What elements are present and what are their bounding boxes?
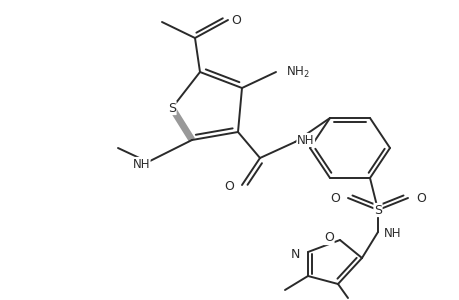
Text: O: O (224, 181, 234, 194)
Text: O: O (230, 14, 241, 26)
Text: N: N (290, 248, 299, 260)
Text: S: S (373, 203, 381, 217)
Text: O: O (330, 191, 339, 205)
Text: NH: NH (383, 227, 401, 241)
Text: O: O (415, 191, 425, 205)
Text: NH: NH (132, 158, 150, 170)
Text: NH$_2$: NH$_2$ (285, 64, 309, 80)
Text: S: S (168, 101, 176, 115)
Text: O: O (324, 232, 333, 244)
Text: NH: NH (297, 134, 314, 146)
